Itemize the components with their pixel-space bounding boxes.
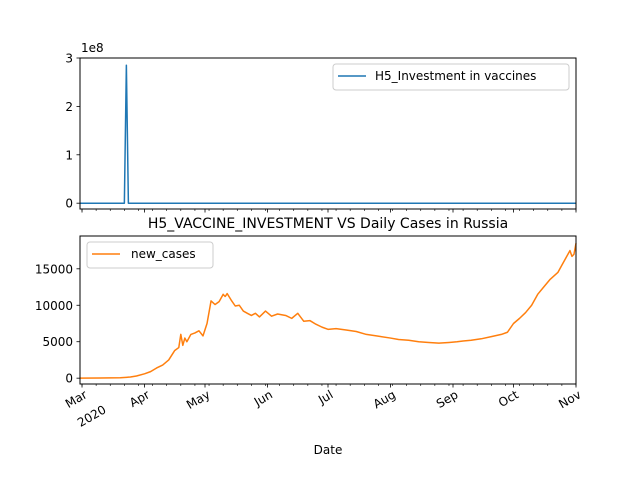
top-legend: H5_Investment in vaccines: [332, 63, 570, 91]
top-y-ticks: 0 1 2 3: [65, 52, 80, 211]
bottom-series-line-0: [79, 243, 577, 379]
bottom-y-ticks: 0 5000 10000 15000: [35, 262, 80, 386]
top-legend-box: [332, 63, 570, 91]
top-y-tick-label: 0: [65, 197, 73, 211]
chart-title: H5_VACCINE_INVESTMENT VS Daily Cases in …: [148, 216, 508, 232]
x-axis-label: Date: [314, 443, 343, 457]
top-subplot: 0 1 2 3 1e8 H5_Investment in vaccines: [65, 41, 577, 213]
bottom-legend: new_cases: [86, 241, 214, 269]
top-y-tick-label: 1: [65, 148, 73, 162]
bottom-y-tick-label: 0: [65, 372, 73, 386]
bottom-y-tick-label: 10000: [35, 299, 73, 313]
top-y-tick-label: 2: [65, 100, 73, 114]
bottom-x-tick-label: Jul: [315, 387, 335, 407]
bottom-legend-box: [86, 241, 214, 269]
bottom-legend-label: new_cases: [131, 247, 196, 261]
bottom-y-tick-label: 15000: [35, 262, 73, 276]
bottom-y-tick-label: 5000: [42, 335, 73, 349]
top-x-ticks: [81, 209, 577, 213]
top-series-lines: [80, 64, 576, 204]
bottom-series-lines: [79, 243, 577, 379]
top-y-offset-label: 1e8: [81, 41, 104, 55]
top-y-tick-label: 3: [65, 52, 73, 66]
top-legend-label: H5_Investment in vaccines: [375, 69, 536, 83]
top-series-line-0: [80, 64, 576, 204]
